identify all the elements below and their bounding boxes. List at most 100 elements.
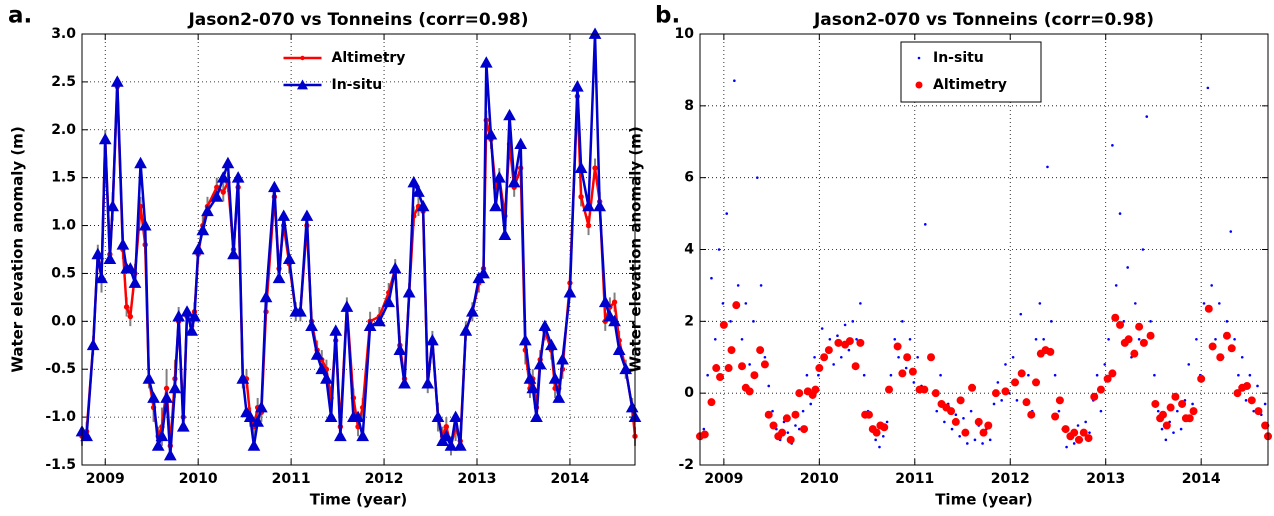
marker xyxy=(110,75,124,87)
marker xyxy=(80,429,93,442)
marker xyxy=(552,391,566,403)
marker xyxy=(729,320,732,323)
marker xyxy=(1191,402,1194,406)
marker xyxy=(764,410,773,419)
marker xyxy=(950,427,954,431)
y-tick-label: 2 xyxy=(684,313,694,329)
marker xyxy=(324,410,338,423)
marker xyxy=(885,420,889,424)
marker xyxy=(128,276,142,288)
marker xyxy=(272,271,286,284)
marker xyxy=(1095,373,1099,377)
marker xyxy=(402,286,416,298)
marker xyxy=(196,223,210,236)
marker xyxy=(247,439,261,451)
marker xyxy=(243,410,257,423)
marker xyxy=(897,355,900,359)
marker xyxy=(1166,403,1175,412)
panel-label: b. xyxy=(655,3,680,29)
marker xyxy=(176,420,190,432)
marker xyxy=(782,414,791,423)
marker xyxy=(1229,230,1233,233)
marker xyxy=(151,439,165,451)
legend-swatch xyxy=(917,56,921,60)
marker xyxy=(545,338,558,351)
marker xyxy=(1179,427,1183,431)
marker xyxy=(843,323,847,327)
marker xyxy=(1019,312,1023,316)
marker xyxy=(407,175,421,188)
marker xyxy=(382,295,396,308)
marker xyxy=(416,199,430,212)
marker xyxy=(752,320,755,323)
marker xyxy=(824,346,833,355)
marker xyxy=(507,175,521,188)
marker xyxy=(935,409,939,413)
marker xyxy=(859,302,862,305)
marker xyxy=(805,373,809,377)
marker xyxy=(725,212,729,215)
marker xyxy=(1072,442,1076,445)
marker xyxy=(320,372,333,384)
marker xyxy=(1022,398,1031,407)
legend-label: Altimetry xyxy=(933,77,1007,93)
marker xyxy=(760,360,769,369)
plot-frame xyxy=(81,33,636,466)
marker xyxy=(294,305,307,317)
marker xyxy=(619,362,633,375)
legend-label: In-situ xyxy=(332,77,383,93)
marker xyxy=(91,247,105,260)
y-tick-label: 6 xyxy=(684,170,694,186)
marker xyxy=(1070,428,1079,437)
marker xyxy=(961,428,970,437)
marker xyxy=(1074,435,1083,444)
marker xyxy=(449,410,462,423)
marker xyxy=(795,389,804,398)
marker xyxy=(719,320,728,329)
marker xyxy=(815,364,824,373)
marker xyxy=(588,27,602,39)
marker xyxy=(786,435,795,444)
marker xyxy=(738,362,747,371)
marker xyxy=(763,355,767,359)
marker xyxy=(86,338,100,351)
marker xyxy=(127,313,134,320)
y-tick-label: -2 xyxy=(678,457,694,473)
marker xyxy=(1027,410,1036,419)
marker xyxy=(443,423,450,430)
marker xyxy=(1263,402,1267,406)
marker xyxy=(1034,337,1038,341)
marker xyxy=(578,194,584,200)
marker xyxy=(188,310,201,322)
marker xyxy=(931,389,940,398)
marker xyxy=(1050,320,1053,323)
marker xyxy=(1195,337,1198,341)
marker xyxy=(1185,414,1194,423)
marker xyxy=(1079,428,1088,437)
marker xyxy=(756,346,765,355)
marker xyxy=(1227,344,1236,353)
marker xyxy=(533,357,547,370)
marker xyxy=(973,438,977,442)
marker xyxy=(778,428,787,437)
marker xyxy=(1214,337,1217,341)
marker xyxy=(351,410,365,423)
x-tick-label: 2009 xyxy=(704,471,743,487)
y-tick-label: -1.5 xyxy=(45,457,76,473)
marker xyxy=(744,302,748,305)
marker xyxy=(981,442,984,445)
marker xyxy=(231,171,245,183)
marker xyxy=(268,180,281,193)
x-tick-label: 2010 xyxy=(800,471,839,487)
chart-title: Jason2-070 vs Tonneins (corr=0.98) xyxy=(187,10,528,30)
x-tick-label: 2011 xyxy=(895,471,934,487)
marker xyxy=(421,377,435,389)
marker xyxy=(1149,320,1152,323)
marker xyxy=(201,204,214,217)
marker xyxy=(1099,409,1103,413)
marker xyxy=(1233,337,1236,341)
panel-label: a. xyxy=(8,3,32,29)
marker xyxy=(300,209,314,221)
y-tick-label: 2.0 xyxy=(51,122,76,138)
